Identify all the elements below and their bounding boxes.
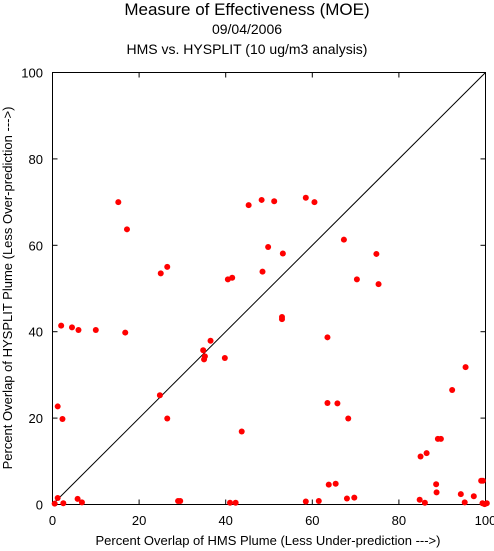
data-point — [58, 322, 65, 329]
data-point — [315, 498, 322, 505]
data-point — [340, 236, 347, 243]
data-point — [60, 500, 67, 507]
x-tick-label: 80 — [392, 513, 406, 528]
data-point — [343, 495, 350, 502]
data-point — [325, 481, 332, 488]
data-point — [279, 250, 286, 257]
chart-title: Measure of Effectiveness (MOE) — [124, 0, 370, 19]
data-point — [461, 499, 468, 506]
data-point — [92, 326, 99, 333]
data-point — [75, 326, 82, 333]
data-point — [115, 199, 122, 206]
data-point — [51, 500, 58, 507]
data-point — [470, 493, 477, 500]
data-point — [164, 263, 171, 270]
data-point — [74, 495, 81, 502]
x-tick-label: 20 — [132, 513, 146, 528]
data-point — [351, 494, 358, 501]
data-point — [421, 499, 428, 506]
data-point — [265, 244, 272, 251]
y-tick-label: 60 — [29, 238, 43, 253]
data-point — [302, 498, 309, 505]
data-point — [302, 194, 309, 201]
y-tick-label: 80 — [29, 152, 43, 167]
data-point — [238, 428, 245, 435]
data-point — [324, 334, 331, 341]
data-point — [373, 250, 380, 257]
data-point — [232, 499, 239, 506]
chart-subtitle-date: 09/04/2006 — [211, 21, 283, 37]
data-point — [278, 316, 285, 323]
data-point — [229, 274, 236, 281]
data-point — [311, 199, 318, 206]
y-axis-label: Percent Overlap of HYSPLIT Plume (Less O… — [0, 107, 15, 470]
data-point — [59, 415, 66, 422]
data-point — [259, 268, 266, 275]
data-point — [177, 498, 184, 505]
data-point — [54, 403, 61, 410]
data-point — [433, 481, 440, 488]
data-point — [200, 347, 207, 354]
data-point — [227, 499, 234, 506]
data-point — [449, 387, 456, 394]
data-point — [258, 196, 265, 203]
data-point — [123, 226, 130, 233]
data-point — [417, 453, 424, 460]
data-point — [54, 495, 61, 502]
data-point — [479, 477, 486, 484]
data-point — [201, 356, 208, 363]
data-point — [353, 276, 360, 283]
y-tick-label: 20 — [29, 411, 43, 426]
data-point — [437, 435, 444, 442]
data-points — [51, 194, 490, 508]
y-axis-ticks: 0 20 40 60 80 100 — [21, 66, 486, 513]
data-point — [156, 392, 163, 399]
x-axis-label: Percent Overlap of HMS Plume (Less Under… — [96, 533, 441, 548]
x-tick-label: 0 — [49, 513, 56, 528]
data-point — [345, 415, 352, 422]
y-tick-label: 100 — [21, 66, 43, 81]
diagonal-reference-line — [52, 72, 486, 505]
data-point — [324, 399, 331, 406]
data-point — [462, 364, 469, 371]
data-point — [334, 400, 341, 407]
data-point — [207, 337, 214, 344]
data-point — [122, 329, 129, 336]
data-point — [332, 480, 339, 487]
data-point — [433, 489, 440, 496]
data-point — [221, 355, 228, 362]
data-point — [423, 450, 430, 457]
data-point — [164, 415, 171, 422]
plot-frame — [52, 72, 486, 505]
data-point — [157, 270, 164, 277]
data-point — [68, 324, 75, 331]
y-tick-label: 0 — [36, 498, 43, 513]
x-tick-label: 40 — [218, 513, 232, 528]
y-tick-label: 40 — [29, 325, 43, 340]
chart-subtitle-comparison: HMS vs. HYSPLIT (10 ug/m3 analysis) — [126, 41, 368, 57]
data-point — [78, 499, 85, 506]
x-tick-label: 60 — [305, 513, 319, 528]
x-axis-ticks: 0 20 40 60 80 100 — [49, 72, 494, 528]
x-tick-label: 100 — [475, 513, 494, 528]
data-point — [483, 500, 490, 507]
data-point — [375, 281, 382, 288]
data-point — [245, 202, 252, 209]
data-point — [416, 496, 423, 503]
data-point — [271, 198, 278, 205]
data-point — [457, 491, 464, 498]
